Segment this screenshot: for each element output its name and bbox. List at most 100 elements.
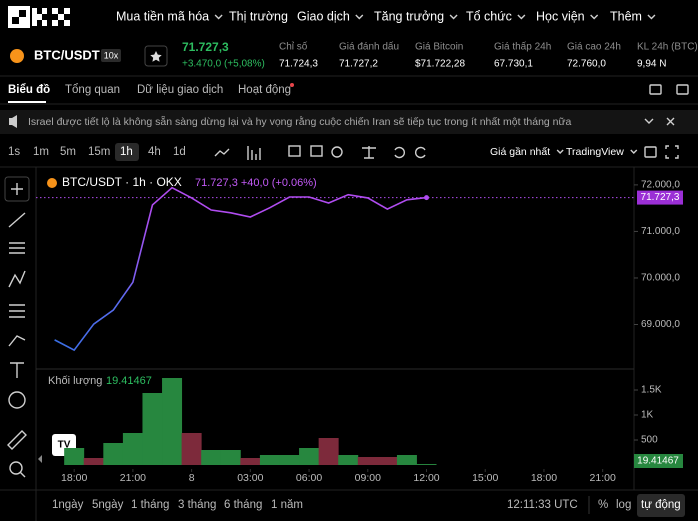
- interval[interactable]: 1h: [120, 146, 133, 158]
- x-tick-label: 09:00: [355, 472, 381, 484]
- drawing-tools: [9, 461, 23, 475]
- scale-option[interactable]: log: [616, 499, 631, 511]
- screen: Mua tiền mã hóa Thị trường Giao dịch Tăng t…: [116, 9, 656, 23]
- last-price-box: [637, 190, 683, 205]
- chevron: [556, 149, 564, 154]
- tab[interactable]: Biểu đồ: [8, 84, 50, 96]
- close-icon: [666, 117, 675, 126]
- scroll-arrow: [38, 455, 42, 463]
- logo: [19, 17, 28, 26]
- volume-bar: [240, 458, 261, 465]
- screen: 1s 1m 5m 15m 1h 4h 1d: [8, 143, 186, 161]
- tab[interactable]: Hoạt động: [238, 84, 291, 96]
- last-point: [424, 195, 430, 201]
- toolbar-select[interactable]: Giá gần nhất: [490, 146, 550, 158]
- nav-item[interactable]: Thị trường: [229, 9, 288, 23]
- x-tick-label: 21:00: [590, 472, 616, 484]
- x-tick-label: 8: [189, 472, 195, 484]
- interval[interactable]: 1s: [8, 146, 20, 158]
- logo: [52, 8, 58, 14]
- volume-bar: [122, 433, 143, 465]
- screen: 71.727,3 +40,0 (+0.06%): [195, 177, 317, 189]
- range-button[interactable]: 1ngày: [52, 499, 84, 511]
- scale-option[interactable]: tự động: [641, 499, 681, 511]
- volume-bar: [201, 450, 222, 465]
- x-tick-label: 12:00: [413, 472, 439, 484]
- drawing-tools: [7, 430, 27, 450]
- logo: [37, 14, 42, 20]
- range-button[interactable]: 1 tháng: [131, 499, 169, 511]
- screen: +3.470,0 (+5,08%): [182, 59, 265, 70]
- screen: 72.000,0 71.000,0 70.000,0 69.000,0 1.5K 1K 50…: [36, 180, 683, 484]
- price-line: [54, 186, 427, 352]
- interval-active: [115, 143, 139, 161]
- tab[interactable]: Tổng quan: [65, 84, 120, 96]
- stat-value: 9,94 N: [637, 59, 666, 70]
- coin-icon: [10, 49, 24, 63]
- nav-item[interactable]: Tăng trưởng: [374, 9, 444, 23]
- stat-label: Giá Bitcoin: [415, 42, 463, 53]
- layout-icon: [649, 84, 662, 95]
- tool-icons: [394, 146, 405, 159]
- nav-item[interactable]: Mua tiền mã hóa: [116, 9, 209, 23]
- interval[interactable]: 1m: [33, 146, 49, 158]
- interval[interactable]: 15m: [88, 146, 110, 158]
- nav-item[interactable]: Thêm: [610, 9, 642, 23]
- tool-icons: [331, 146, 343, 158]
- favorite-button[interactable]: [144, 45, 168, 67]
- scale-option[interactable]: %: [598, 499, 608, 511]
- drawing-tools: [8, 335, 26, 347]
- stat-value: 71.727,2: [339, 59, 378, 70]
- volume-bar: [279, 455, 300, 465]
- nav-item[interactable]: Tổ chức: [466, 9, 512, 23]
- tab-underline: [8, 101, 46, 103]
- volume-bar: [396, 455, 417, 465]
- range-button[interactable]: 1 năm: [271, 499, 303, 511]
- stat-label: KL 24h (BTC): [637, 42, 698, 53]
- screen: 19.41467: [106, 375, 152, 387]
- range-button[interactable]: 5ngày: [92, 499, 124, 511]
- range-button[interactable]: 6 tháng: [224, 499, 262, 511]
- interval[interactable]: 4h: [148, 146, 161, 158]
- drawing-tools: [4, 176, 30, 202]
- volume-bar: [377, 457, 398, 465]
- screen: BTC/USDT · 1h · OKX: [62, 175, 182, 189]
- logo: [64, 20, 70, 26]
- nav-item[interactable]: Giao dịch: [297, 9, 350, 23]
- tool-icons: [644, 146, 657, 158]
- screen: 10x: [104, 50, 119, 60]
- leverage-badge: [101, 49, 121, 62]
- y-tick-label: 70.000,0: [641, 273, 680, 284]
- interval[interactable]: 1d: [173, 146, 186, 158]
- y-tick-label: 72.000,0: [641, 180, 680, 191]
- megaphone-icon: [9, 115, 17, 128]
- x-tick-label: 18:00: [531, 472, 557, 484]
- stat-label: Giá thấp 24h: [494, 41, 551, 53]
- volume-bar: [318, 438, 339, 465]
- volume-bar: [338, 455, 359, 465]
- chevron: [355, 14, 364, 20]
- screen: Khối lượng: [48, 375, 102, 387]
- y-tick-label: 1K: [641, 410, 654, 421]
- toolbar-select[interactable]: TradingView: [566, 146, 624, 158]
- drawing-tools: [8, 391, 26, 409]
- chevron: [630, 149, 638, 154]
- y-tick-label: 69.000,0: [641, 319, 680, 330]
- range-button[interactable]: 3 tháng: [178, 499, 216, 511]
- stat-value: 71.724,3: [279, 59, 318, 70]
- screen: Biểu đồ Tổng quan Dữ liệu giao dịch Hoạt độ…: [8, 84, 291, 103]
- volume-bar: [142, 393, 163, 465]
- volume-bar: [103, 443, 124, 465]
- stat-value: 67.730,1: [494, 59, 533, 70]
- drawing-tools: [19, 471, 26, 478]
- tab[interactable]: Dữ liệu giao dịch: [137, 84, 223, 96]
- tool-icons: [310, 145, 323, 157]
- interval[interactable]: 5m: [60, 146, 76, 158]
- logo: [42, 8, 47, 14]
- drawing-tools: [11, 183, 23, 195]
- nav-item[interactable]: Học viện: [536, 9, 585, 23]
- logo: [52, 20, 58, 26]
- tool-icons: [214, 148, 230, 157]
- tool-icons: [288, 145, 301, 157]
